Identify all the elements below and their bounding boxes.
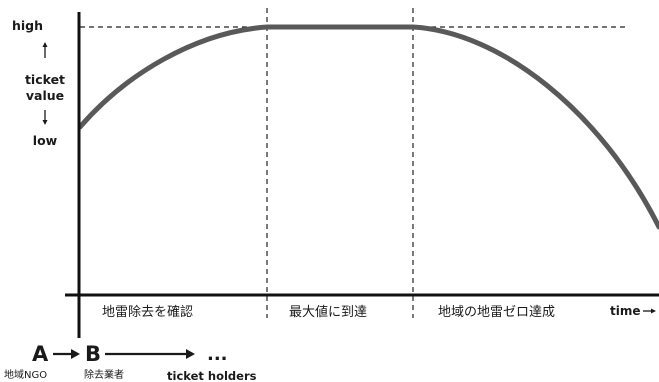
- holder-a-caption: 地域NGO: [4, 368, 47, 381]
- ticket-holders-caption: ticket holders: [167, 369, 257, 382]
- ticket-value-curve: [77, 24, 659, 230]
- holder-a-letter: A: [32, 342, 49, 366]
- y-axis-low-label: low: [33, 133, 58, 148]
- phase-label-2: 最大値に到達: [289, 304, 367, 320]
- y-axis-title-line1: ticket: [25, 72, 65, 87]
- holder-b-letter: B: [85, 342, 101, 366]
- phase-label-1: 地雷除去を確認: [102, 304, 193, 320]
- y-axis-high-label: high: [12, 18, 43, 33]
- x-axis-title: time: [610, 304, 641, 318]
- phase-label-3: 地域の地雷ゼロ達成: [438, 305, 555, 320]
- y-axis-title-line2: value: [26, 88, 64, 103]
- holder-b-caption: 除去業者: [84, 368, 124, 381]
- holders-ellipsis: ...: [207, 344, 228, 365]
